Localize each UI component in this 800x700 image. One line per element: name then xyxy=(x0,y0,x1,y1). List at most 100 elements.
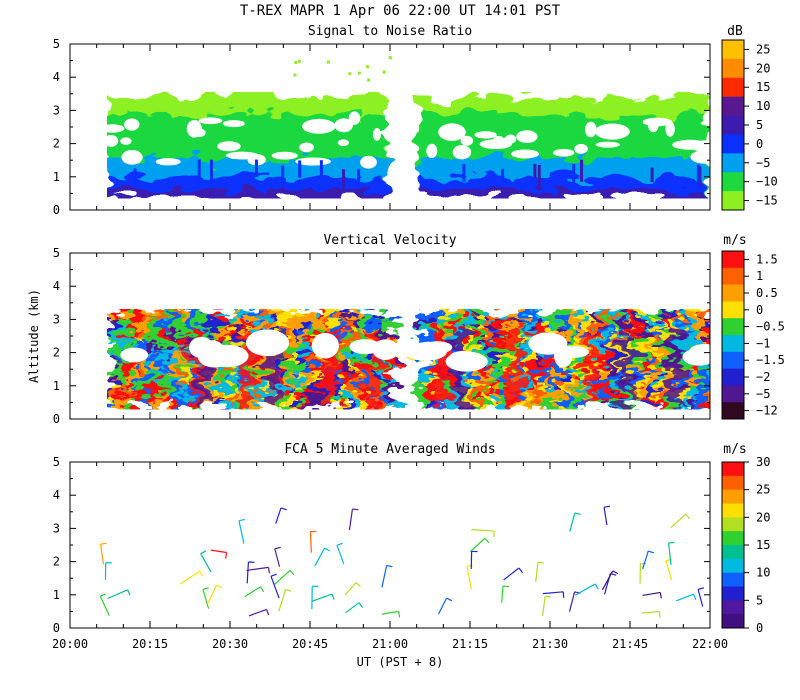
velocity-cell xyxy=(341,354,352,365)
velocity-cell xyxy=(697,327,708,338)
velocity-cell xyxy=(278,309,289,320)
velocity-cell xyxy=(170,354,181,365)
wind-barb xyxy=(697,589,704,607)
velocity-cell xyxy=(697,318,708,329)
velocity-cell xyxy=(107,327,118,338)
velocity-cell xyxy=(116,318,127,329)
snr-noise-pixel xyxy=(326,60,330,64)
velocity-cell xyxy=(215,372,226,383)
velocity-cell xyxy=(116,363,127,374)
velocity-cell xyxy=(305,309,316,320)
colorbar-swatch xyxy=(722,558,744,574)
velocity-cell xyxy=(580,354,591,365)
velocity-cell xyxy=(580,309,591,320)
velocity-cell xyxy=(134,372,145,383)
velocity-cell xyxy=(179,345,190,356)
snr-heatmap xyxy=(100,56,710,199)
velocity-cell xyxy=(341,327,352,338)
y-tick-label: 4 xyxy=(53,488,60,502)
velocity-cell xyxy=(634,399,645,410)
velocity-cell xyxy=(688,327,699,338)
velocity-cell xyxy=(224,318,235,329)
velocity-cell xyxy=(517,327,528,338)
colorbar-label: −12 xyxy=(756,404,778,418)
y-tick-label: 0 xyxy=(53,621,60,635)
wind-barb xyxy=(642,550,649,569)
velocity-cell xyxy=(607,318,618,329)
velocity-cell xyxy=(688,399,699,410)
velocity-cell xyxy=(661,399,672,410)
snr-streak xyxy=(319,160,323,178)
velocity-cell xyxy=(652,309,663,320)
velocity-cell xyxy=(607,345,618,356)
velocity-cell xyxy=(427,381,438,392)
velocity-cell xyxy=(562,318,573,329)
velocity-cell xyxy=(305,345,316,356)
wind-barb xyxy=(345,602,360,614)
velocity-cell xyxy=(544,318,555,329)
snr-streak xyxy=(533,163,537,178)
velocity-dropout xyxy=(554,344,573,368)
velocity-cell xyxy=(418,336,429,347)
velocity-cell xyxy=(553,318,564,329)
velocity-cell xyxy=(179,327,190,338)
velocity-cell xyxy=(359,309,370,320)
velocity-cell xyxy=(472,318,483,329)
velocity-cell xyxy=(305,363,316,374)
snr-dropout xyxy=(121,149,143,165)
velocity-cell xyxy=(350,327,361,338)
colorbar-swatch xyxy=(722,385,744,403)
velocity-cell xyxy=(418,372,429,383)
velocity-cell xyxy=(517,381,528,392)
velocity-cell xyxy=(377,363,388,374)
wind-barb xyxy=(665,560,673,581)
x-tick-label: 22:00 xyxy=(692,637,728,651)
velocity-cell xyxy=(179,390,190,401)
velocity-cell xyxy=(251,363,262,374)
snr-dropout xyxy=(594,123,630,140)
velocity-cell xyxy=(386,309,397,320)
colorbar-label: 25 xyxy=(756,483,770,497)
velocity-cell xyxy=(206,309,217,320)
velocity-cell xyxy=(427,327,438,338)
velocity-field xyxy=(107,309,710,410)
velocity-cell xyxy=(535,327,546,338)
velocity-cell xyxy=(251,399,262,410)
colorbar-label: −15 xyxy=(756,194,778,208)
velocity-cell xyxy=(161,336,172,347)
wind-barb xyxy=(200,553,212,573)
velocity-cell xyxy=(445,372,456,383)
velocity-dropout xyxy=(311,332,339,359)
colorbar-swatch xyxy=(722,284,744,302)
velocity-cell xyxy=(688,390,699,401)
velocity-dropout xyxy=(689,343,710,357)
velocity-cell xyxy=(161,399,172,410)
velocity-cell xyxy=(553,363,564,374)
velocity-cell xyxy=(233,390,244,401)
colorbar-label: 20 xyxy=(756,510,770,524)
velocity-cell xyxy=(418,381,429,392)
velocity-cell xyxy=(616,381,627,392)
colorbar-swatch xyxy=(722,115,744,135)
velocity-cell xyxy=(643,372,654,383)
velocity-cell xyxy=(179,336,190,347)
velocity-cell xyxy=(386,354,397,365)
velocity-cell xyxy=(418,327,429,338)
velocity-cell xyxy=(314,399,325,410)
velocity-colorbar-unit: m/s xyxy=(723,233,746,248)
snr-streak xyxy=(133,168,137,189)
velocity-cell xyxy=(251,318,262,329)
winds-colorbar: 30 25 20 15 10 5 0 xyxy=(721,455,770,635)
velocity-cell xyxy=(386,372,397,383)
velocity-cell xyxy=(359,381,370,392)
velocity-cell xyxy=(287,399,298,410)
velocity-cell xyxy=(679,336,690,347)
snr-dropout xyxy=(574,143,588,154)
velocity-cell xyxy=(598,327,609,338)
velocity-cell xyxy=(377,327,388,338)
velocity-cell xyxy=(526,381,537,392)
velocity-cell xyxy=(323,318,334,329)
wind-barb-flag xyxy=(260,586,265,593)
velocity-cell xyxy=(215,381,226,392)
velocity-cell xyxy=(125,372,136,383)
